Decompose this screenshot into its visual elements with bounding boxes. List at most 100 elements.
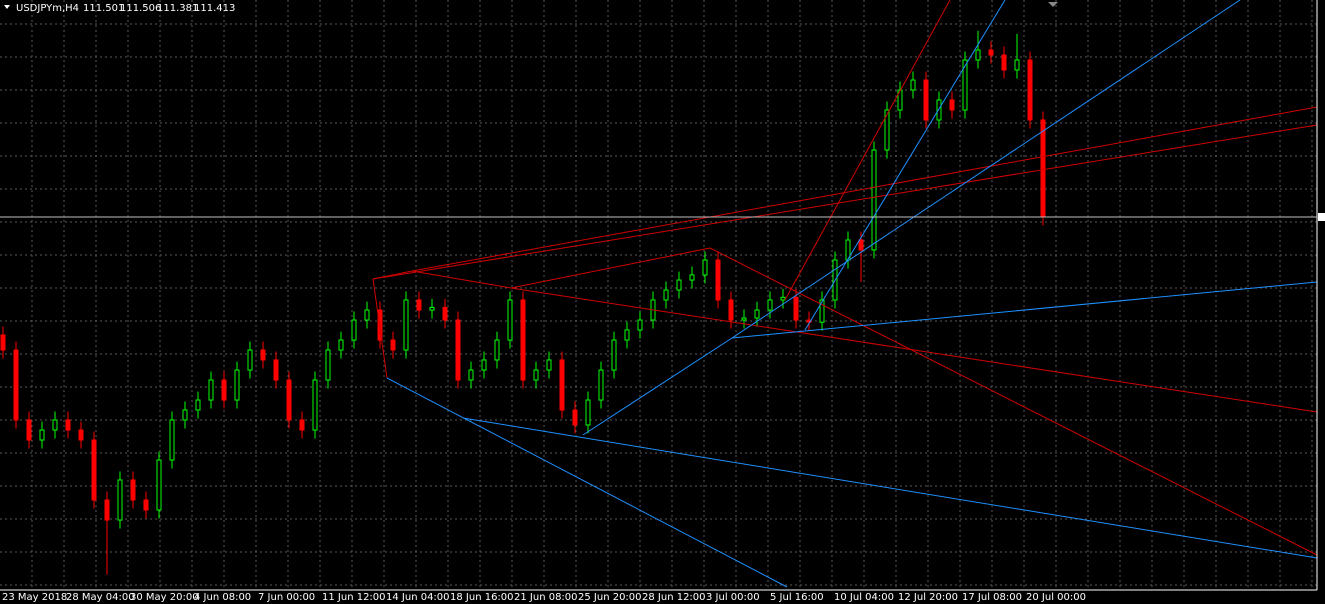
candle-body: [117, 479, 123, 521]
candle-body: [65, 419, 71, 431]
trend-line[interactable]: [804, 0, 1006, 331]
candle-body: [858, 239, 864, 251]
bid-marker: [1318, 212, 1325, 221]
candle-body: [494, 339, 500, 361]
candle-body: [52, 419, 58, 431]
candle-body: [533, 369, 539, 381]
candle-body: [780, 296, 786, 301]
candle-body: [806, 319, 812, 323]
candle-body: [715, 259, 721, 301]
x-tick-label: 28 May 04:00: [66, 592, 135, 603]
x-tick-label: 4 Jun 08:00: [194, 592, 251, 603]
x-tick-label: 25 Jun 20:00: [578, 592, 642, 603]
candle-body: [39, 429, 45, 441]
x-tick-label: 18 Jun 16:00: [450, 592, 514, 603]
candle-body: [247, 349, 253, 371]
x-tick-label: 23 May 2018: [2, 592, 67, 603]
candle-body: [260, 349, 266, 361]
candle-body: [130, 479, 136, 501]
candle-body: [1027, 59, 1033, 121]
candle-body: [195, 399, 201, 411]
candle-body: [676, 279, 682, 291]
candle-body: [520, 299, 526, 381]
candle-body: [884, 109, 890, 151]
trend-line[interactable]: [411, 270, 512, 289]
candle-body: [429, 306, 435, 311]
trend-line[interactable]: [510, 287, 1318, 413]
candle-body: [598, 369, 604, 401]
menu-arrow[interactable]: [4, 5, 10, 9]
candle-body: [741, 317, 747, 321]
candle-body: [585, 399, 591, 426]
candle-body: [793, 296, 799, 321]
candle-body: [143, 499, 149, 511]
candle-body: [351, 319, 357, 341]
candle-body: [910, 79, 916, 91]
candle-body: [403, 299, 409, 351]
candle-body: [156, 459, 162, 511]
candle-body: [221, 379, 227, 401]
candle-body: [1040, 119, 1046, 218]
trend-line[interactable]: [372, 278, 388, 379]
candle-body: [949, 99, 955, 111]
candle-body: [104, 499, 110, 521]
candle-body: [78, 429, 84, 441]
trend-line[interactable]: [510, 247, 711, 289]
candle-body: [728, 299, 734, 321]
x-tick-label: 17 Jul 08:00: [962, 592, 1022, 603]
candle-body: [182, 409, 188, 421]
candle-body: [390, 339, 396, 351]
candle-body: [91, 439, 97, 501]
candle-body: [286, 379, 292, 421]
grid: [0, 0, 1317, 590]
candle-body: [338, 339, 344, 351]
quote-value: 111.381: [157, 3, 198, 14]
candles: [0, 30, 1046, 575]
x-tick-label: 5 Jul 16:00: [770, 592, 824, 603]
x-tick-label: 3 Jul 00:00: [706, 592, 760, 603]
x-tick-label: 30 May 20:00: [130, 592, 199, 603]
symbol-label: USDJPYm,H4: [16, 3, 79, 14]
candle-body: [962, 59, 968, 111]
trend-line[interactable]: [462, 417, 1318, 559]
x-tick-label: 11 Jun 12:00: [322, 592, 386, 603]
candle-body: [559, 359, 565, 411]
candle-body: [936, 99, 942, 121]
x-tick-label: 28 Jun 12:00: [642, 592, 706, 603]
candle-body: [416, 299, 422, 311]
candle-body: [754, 309, 760, 319]
x-tick-label: 10 Jul 04:00: [834, 592, 894, 603]
candle-body: [26, 419, 32, 441]
candle-body: [767, 299, 773, 311]
candle-body: [871, 149, 877, 251]
trend-line[interactable]: [411, 106, 1318, 272]
candle-body: [819, 299, 825, 323]
candle-body: [468, 369, 474, 381]
quote-value: 111.501: [83, 3, 124, 14]
x-tick-label: 20 Jul 00:00: [1026, 592, 1086, 603]
trend-line[interactable]: [709, 247, 1318, 556]
trend-line[interactable]: [784, 0, 951, 301]
candle-body: [663, 289, 669, 301]
candle-body: [507, 299, 513, 341]
candle-body: [1014, 59, 1020, 71]
trend-line[interactable]: [582, 337, 733, 436]
quote-value: 111.413: [194, 3, 235, 14]
shift-marker[interactable]: [1048, 2, 1058, 7]
candle-body: [481, 359, 487, 371]
candle-body: [208, 379, 214, 401]
trend-line[interactable]: [386, 377, 788, 588]
trend-line[interactable]: [731, 281, 1318, 339]
candle-body: [845, 239, 851, 261]
candle-body: [637, 319, 643, 331]
trend-lines: [372, 0, 1318, 588]
candle-body: [442, 306, 448, 321]
trend-line[interactable]: [731, 0, 1241, 339]
candle-body: [1001, 54, 1007, 71]
candle-body: [13, 349, 19, 421]
candle-body: [364, 309, 370, 321]
trend-line[interactable]: [372, 124, 1318, 280]
